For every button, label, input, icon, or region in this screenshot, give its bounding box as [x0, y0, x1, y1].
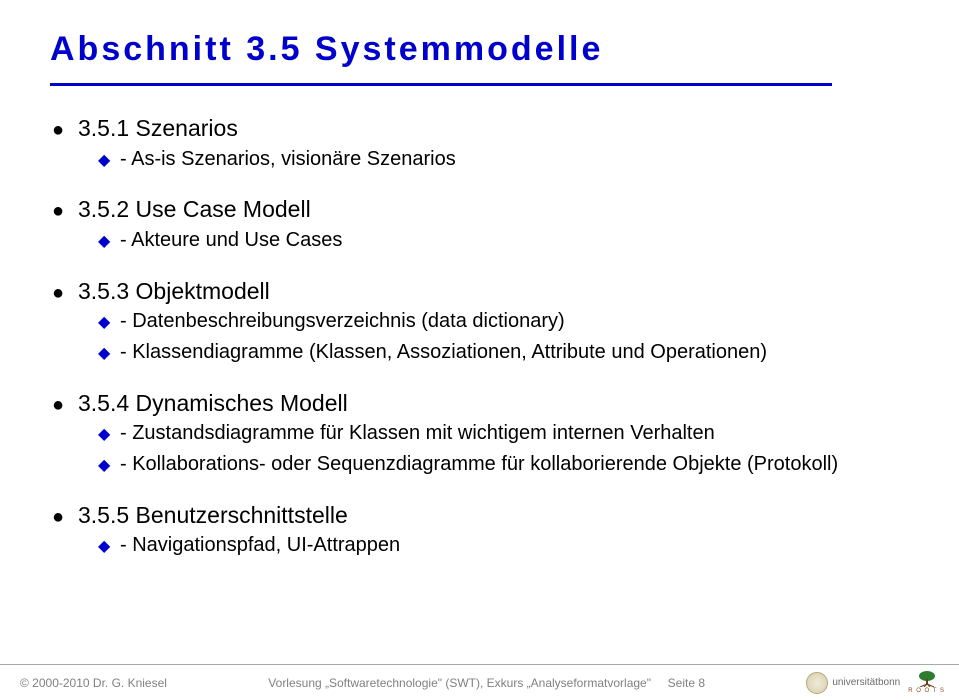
subitem: ◆ - Akteure und Use Cases [98, 228, 909, 254]
subitem: ◆ - As-is Szenarios, visionäre Szenarios [98, 147, 909, 173]
subitem-text: - Zustandsdiagramme für Klassen mit wich… [120, 421, 715, 447]
bullet-diamond-icon: ◆ [98, 153, 120, 169]
footer-logos: universitätbonn R O O T S [806, 671, 945, 694]
footer-center: Vorlesung „Softwaretechnologie" (SWT), E… [167, 676, 806, 690]
uni-bonn-text: universitätbonn [832, 678, 900, 688]
subitem: ◆ - Zustandsdiagramme für Klassen mit wi… [98, 421, 909, 447]
subitem: ◆ - Klassendiagramme (Klassen, Assoziati… [98, 340, 909, 366]
subitem: ◆ - Navigationspfad, UI-Attrappen [98, 533, 909, 559]
subitem-text: - Kollaborations- oder Sequenzdiagramme … [120, 452, 838, 478]
roots-text: R O O T S [908, 688, 945, 694]
item-label: 3.5.2 Use Case Modell [78, 195, 311, 224]
item-label: 3.5.1 Szenarios [78, 114, 238, 143]
bullet-diamond-icon: ◆ [98, 427, 120, 443]
subitem-text: - Datenbeschreibungsverzeichnis (data di… [120, 309, 565, 335]
subitem-text: - Akteure und Use Cases [120, 228, 342, 254]
footer-page: Seite 8 [668, 676, 705, 690]
bullet-diamond-icon: ◆ [98, 315, 120, 331]
seal-icon [806, 672, 828, 694]
subitem-text: - Klassendiagramme (Klassen, Assoziation… [120, 340, 767, 366]
footer: © 2000-2010 Dr. G. Kniesel Vorlesung „So… [0, 664, 959, 700]
title-rule [50, 83, 832, 86]
item-usecase: ● 3.5.2 Use Case Modell [52, 195, 909, 224]
item-label: 3.5.5 Benutzerschnittstelle [78, 501, 348, 530]
slide-title: Abschnitt 3.5 Systemmodelle [50, 30, 909, 69]
bullet-diamond-icon: ◆ [98, 346, 120, 362]
item-label: 3.5.4 Dynamisches Modell [78, 389, 348, 418]
bullet-dot-icon: ● [52, 201, 78, 221]
content-area: ● 3.5.1 Szenarios ◆ - As-is Szenarios, v… [50, 114, 909, 559]
slide: Abschnitt 3.5 Systemmodelle ● 3.5.1 Szen… [0, 0, 959, 700]
bullet-dot-icon: ● [52, 283, 78, 303]
item-label: 3.5.3 Objektmodell [78, 277, 270, 306]
item-szenarios: ● 3.5.1 Szenarios [52, 114, 909, 143]
bullet-dot-icon: ● [52, 507, 78, 527]
tree-icon [914, 671, 940, 687]
bullet-diamond-icon: ◆ [98, 234, 120, 250]
subitem: ◆ - Datenbeschreibungsverzeichnis (data … [98, 309, 909, 335]
roots-logo: R O O T S [908, 671, 945, 694]
bullet-diamond-icon: ◆ [98, 539, 120, 555]
item-objektmodell: ● 3.5.3 Objektmodell [52, 277, 909, 306]
subitem-text: - Navigationspfad, UI-Attrappen [120, 533, 400, 559]
item-dynamisches: ● 3.5.4 Dynamisches Modell [52, 389, 909, 418]
footer-copyright: © 2000-2010 Dr. G. Kniesel [20, 676, 167, 690]
item-ui: ● 3.5.5 Benutzerschnittstelle [52, 501, 909, 530]
uni-bonn-logo: universitätbonn [806, 672, 900, 694]
subitem-text: - As-is Szenarios, visionäre Szenarios [120, 147, 456, 173]
subitem: ◆ - Kollaborations- oder Sequenzdiagramm… [98, 452, 909, 478]
bullet-diamond-icon: ◆ [98, 458, 120, 474]
bullet-dot-icon: ● [52, 120, 78, 140]
bullet-dot-icon: ● [52, 395, 78, 415]
footer-lecture: Vorlesung „Softwaretechnologie" (SWT), E… [268, 676, 651, 690]
